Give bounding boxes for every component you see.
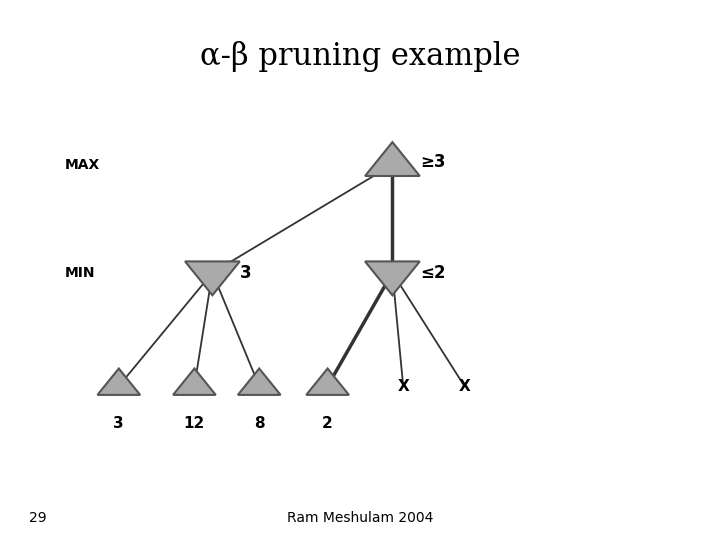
Text: X: X [459, 379, 470, 394]
Text: X: X [397, 379, 409, 394]
Text: α-β pruning example: α-β pruning example [199, 41, 521, 72]
Text: 3: 3 [240, 264, 251, 282]
Text: 3: 3 [114, 416, 124, 431]
Text: ≤2: ≤2 [420, 264, 445, 282]
Polygon shape [306, 368, 349, 395]
Polygon shape [185, 261, 240, 295]
Text: 2: 2 [323, 416, 333, 431]
Polygon shape [173, 368, 216, 395]
Polygon shape [365, 142, 420, 176]
Text: MAX: MAX [65, 158, 100, 172]
Polygon shape [238, 368, 281, 395]
Polygon shape [97, 368, 140, 395]
Text: MIN: MIN [65, 266, 95, 280]
Text: ≥3: ≥3 [420, 153, 445, 171]
Text: 8: 8 [254, 416, 264, 431]
Text: 12: 12 [184, 416, 205, 431]
Text: 29: 29 [29, 511, 46, 525]
Polygon shape [365, 261, 420, 295]
Text: Ram Meshulam 2004: Ram Meshulam 2004 [287, 511, 433, 525]
